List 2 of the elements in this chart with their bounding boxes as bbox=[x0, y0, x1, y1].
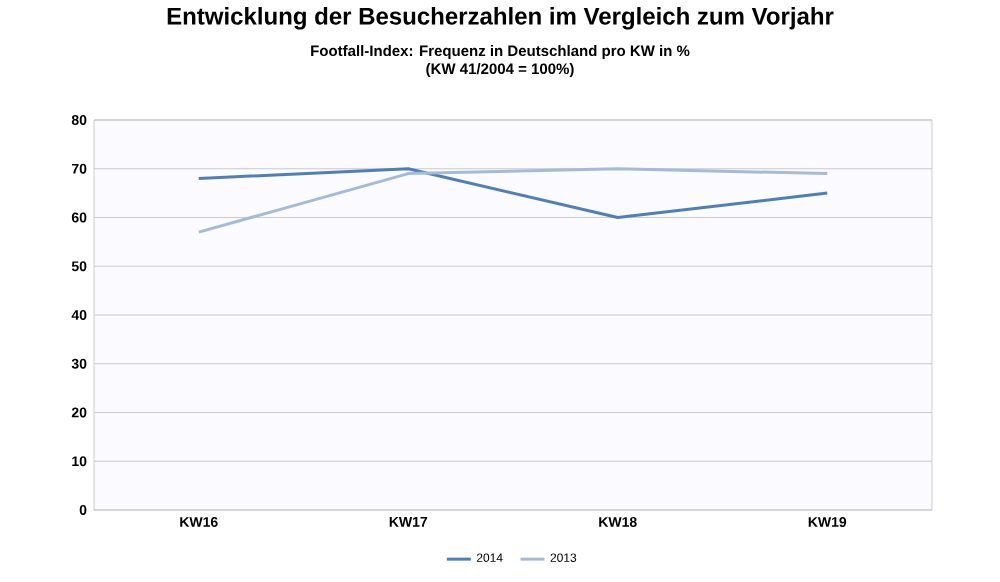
line-series bbox=[197, 167, 829, 219]
chart-title: Entwicklung der Besucherzahlen im Vergleich zum Vorjahr bbox=[167, 7, 834, 30]
